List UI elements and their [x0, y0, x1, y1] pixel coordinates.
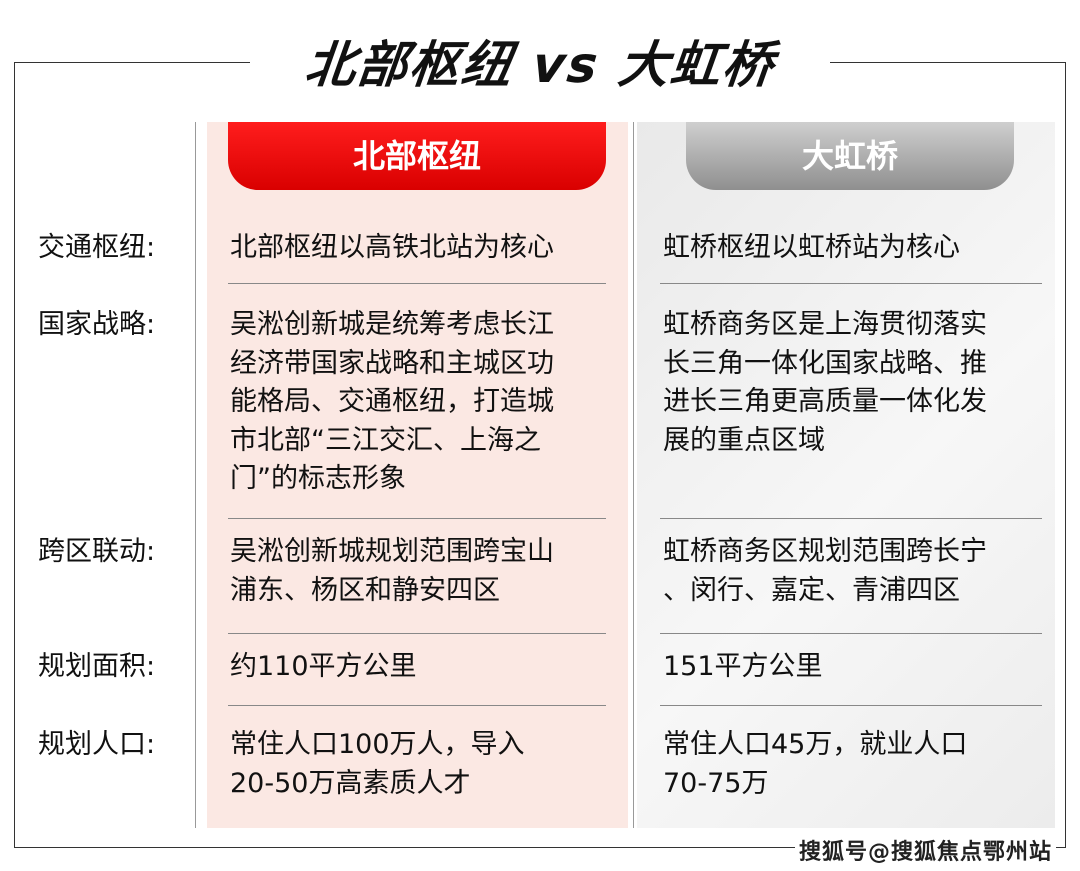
left-cell-line: 经济带国家战略和主城区功 [230, 347, 554, 379]
right-cell-line: 151平方公里 [663, 651, 823, 682]
row-divider [228, 283, 606, 284]
left-cell-line: 约110平方公里 [230, 651, 417, 682]
row-divider [660, 633, 1042, 634]
left-cell-line: 浦东、杨区和静安四区 [230, 574, 500, 606]
left-cell-line: 20-50万高素质人才 [230, 767, 471, 799]
row-label: 规划人口: [38, 729, 156, 760]
title-container: 北部枢纽 vs 大虹桥 [250, 30, 830, 100]
right-cell-line: 展的重点区域 [663, 424, 825, 456]
right-cell-line: 虹桥商务区规划范围跨长宁 [663, 536, 987, 567]
row-divider [228, 518, 606, 519]
left-cell-line: 北部枢纽以高铁北站为核心 [230, 232, 554, 263]
divider [633, 122, 634, 828]
row-divider [660, 283, 1042, 284]
left-column-bg [207, 122, 628, 828]
row-label: 国家战略: [38, 309, 156, 340]
row-label: 跨区联动: [38, 536, 156, 567]
left-cell-line: 门”的标志形象 [230, 463, 406, 494]
row-label: 规划面积: [38, 651, 156, 682]
right-cell-line: 长三角一体化国家战略、推 [663, 347, 987, 379]
left-column-header: 北部枢纽 [228, 122, 606, 190]
page-title: 北部枢纽 vs 大虹桥 [302, 36, 778, 94]
left-cell-line: 吴淞创新城是统筹考虑长江 [230, 309, 554, 340]
row-divider [228, 705, 606, 706]
right-column-header: 大虹桥 [686, 122, 1014, 190]
right-cell-line: 70-75万 [663, 767, 769, 799]
row-divider [228, 633, 606, 634]
watermark: 搜狐号@搜狐焦点鄂州站 [794, 834, 1056, 866]
left-cell-line: 吴淞创新城规划范围跨宝山 [230, 536, 554, 567]
row-divider [660, 518, 1042, 519]
right-cell-line: 虹桥商务区是上海贯彻落实 [663, 309, 987, 340]
left-cell-line: 能格局、交通枢纽，打造城 [230, 386, 554, 417]
right-cell-line: 进长三角更高质量一体化发 [663, 386, 987, 417]
row-divider [660, 705, 1042, 706]
right-cell-line: 常住人口45万，就业人口 [663, 729, 968, 760]
right-cell-line: 、闵行、嘉定、青浦四区 [663, 574, 960, 606]
right-column-bg [637, 122, 1055, 828]
row-label: 交通枢纽: [38, 232, 156, 263]
divider [195, 122, 196, 828]
left-cell-line: 市北部“三江交汇、上海之 [230, 424, 541, 456]
right-cell-line: 虹桥枢纽以虹桥站为核心 [663, 232, 960, 263]
left-cell-line: 常住人口100万人，导入 [230, 729, 525, 760]
